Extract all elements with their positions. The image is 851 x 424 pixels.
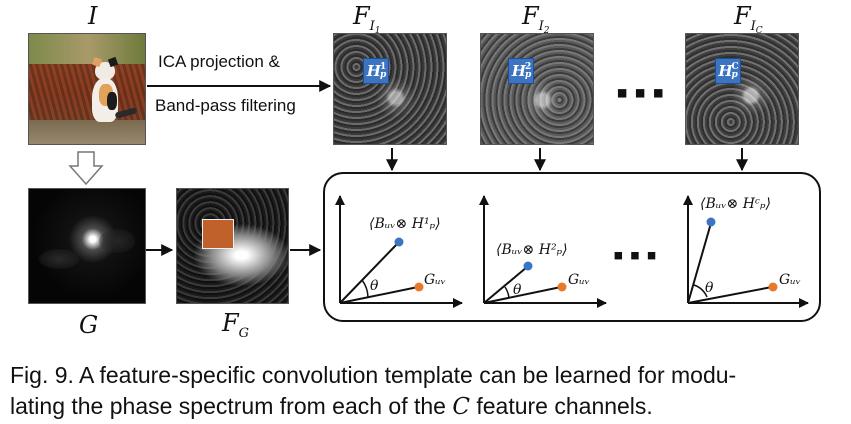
orange-point-2 [557, 282, 567, 292]
box-ellipsis: ▪▪▪ [613, 239, 663, 272]
feature-map-2-label: FI2 [522, 2, 550, 36]
orange-point-1 [414, 282, 424, 292]
feature-map-c-label: FIC [734, 2, 763, 36]
guv-label-1: Gᵤᵥ [424, 272, 446, 288]
caption-line-1: Fig. 9. A feature-specific convolution t… [10, 362, 737, 388]
fg-map [176, 188, 289, 304]
vector-label-2: ⟨Bᵤᵥ⊗ H²ₚ⟩ [496, 242, 568, 258]
guv-label-2: Gᵤᵥ [568, 272, 590, 288]
top-ellipsis: ▪▪▪ [616, 74, 671, 112]
theta-label-c: θ [705, 280, 714, 296]
vector-label-c: ⟨Bᵤᵥ⊗ Hᶜₚ⟩ [700, 196, 771, 212]
input-image-label: I [88, 2, 98, 30]
blue-point-1 [394, 237, 404, 247]
theta-label-2: θ [513, 282, 522, 298]
figure-caption: Fig. 9. A feature-specific convolution t… [10, 360, 736, 423]
guv-label-c: Gᵤᵥ [779, 272, 801, 288]
orange-patch [202, 219, 234, 249]
vector-diagram-2: θ ⟨Bᵤᵥ⊗ H²ₚ⟩ Gᵤᵥ [479, 195, 607, 308]
fg-map-label: FG [222, 309, 250, 341]
input-cat-image [28, 33, 146, 145]
saliency-map-label: G [79, 311, 99, 339]
vector-diagram-1: θ ⟨Bᵤᵥ⊗ H¹ₚ⟩ Gᵤᵥ [335, 195, 463, 308]
blue-point-c [706, 217, 716, 227]
feature-map-1-label: FI1 [353, 2, 381, 36]
vector-diagram-c: θ ⟨Bᵤᵥ⊗ Hᶜₚ⟩ Gᵤᵥ [683, 195, 809, 308]
hollow-down-arrow [68, 151, 104, 186]
theta-label-1: θ [370, 278, 379, 294]
flow-label-ica: ICA projection & [158, 52, 280, 71]
flow-label-bandpass: Band-pass filtering [155, 96, 296, 115]
saliency-map-g [28, 188, 146, 304]
vector-label-1: ⟨Bᵤᵥ⊗ H¹ₚ⟩ [369, 216, 441, 232]
vector-panel [323, 172, 821, 322]
orange-point-c [768, 282, 778, 292]
blue-point-2 [523, 261, 533, 271]
caption-line-2: lating the phase spectrum from each of t… [10, 393, 653, 420]
